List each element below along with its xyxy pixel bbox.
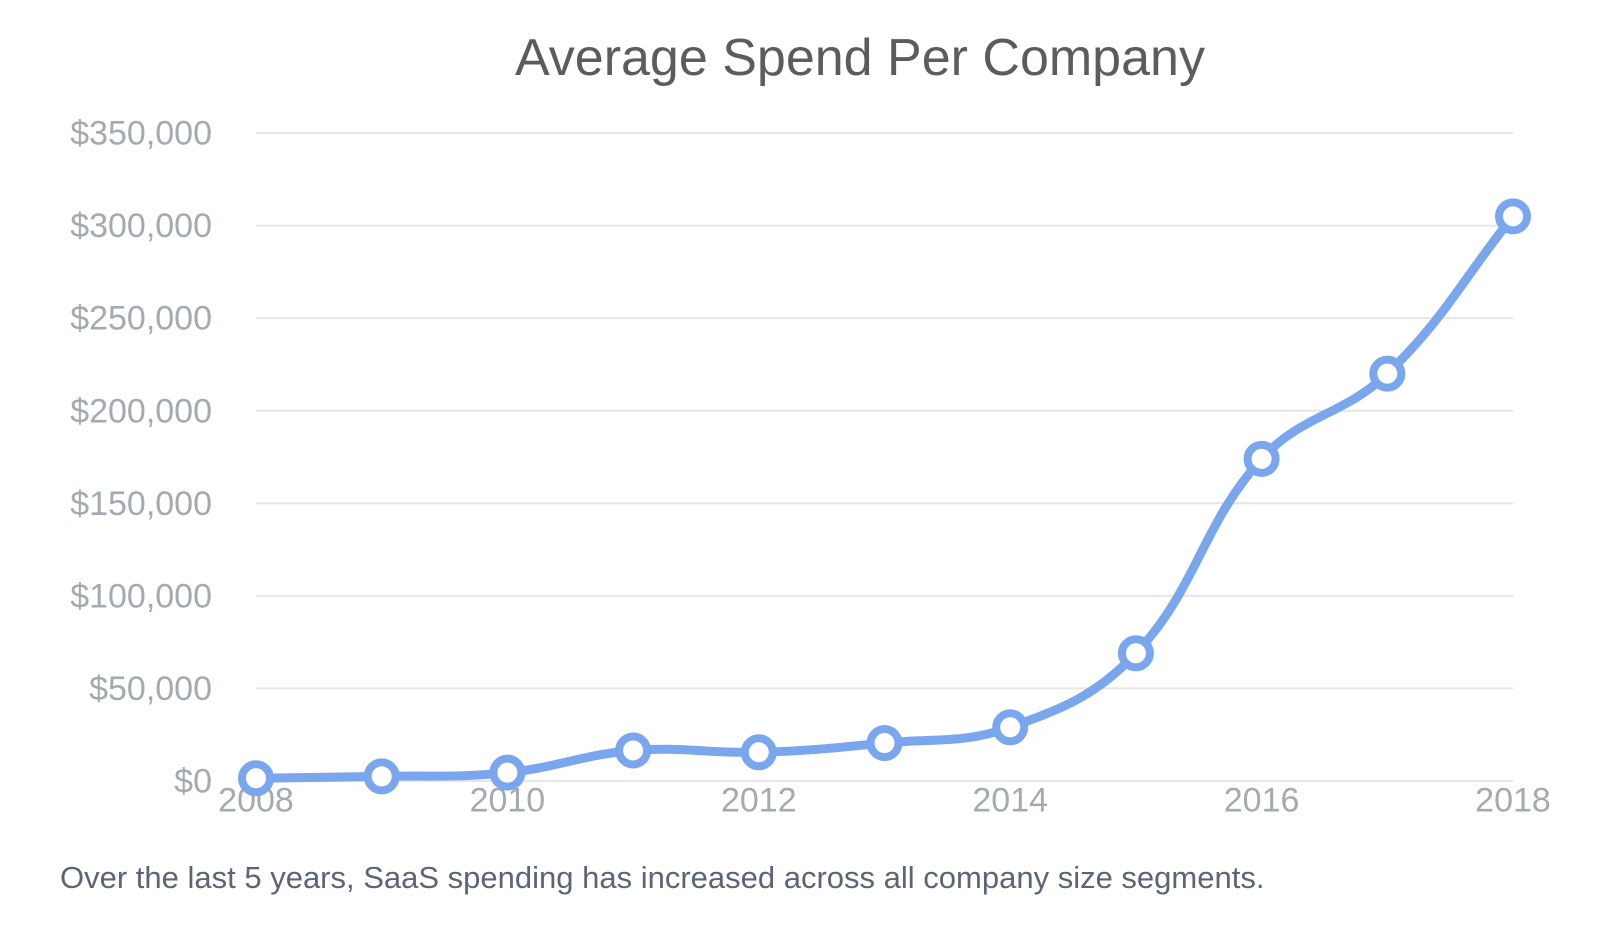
data-point-marker-2016 xyxy=(1243,440,1280,477)
data-point-marker-2012 xyxy=(740,734,777,771)
x-tick-label: 2012 xyxy=(721,782,797,820)
data-point-marker-2010 xyxy=(489,754,526,791)
data-point-marker-2009 xyxy=(363,758,400,795)
data-point-marker-2018 xyxy=(1495,198,1531,235)
data-point-marker-2013 xyxy=(866,725,903,762)
data-point-marker-2014 xyxy=(992,709,1029,746)
data-point-marker-2008 xyxy=(238,760,274,797)
y-tick-label: $150,000 xyxy=(70,485,212,523)
y-tick-label: $200,000 xyxy=(70,392,212,430)
y-tick-label: $100,000 xyxy=(70,577,212,615)
y-tick-label: $300,000 xyxy=(70,207,212,245)
y-tick-label: $0 xyxy=(174,763,212,801)
data-point-marker-2011 xyxy=(615,732,652,769)
x-tick-label: 2018 xyxy=(1475,782,1551,820)
x-tick-label: 2016 xyxy=(1224,782,1300,820)
data-point-marker-2015 xyxy=(1117,635,1154,672)
data-line xyxy=(251,211,1518,783)
data-point-marker-2017 xyxy=(1369,355,1406,392)
x-tick-label: 2014 xyxy=(972,782,1048,820)
chart-caption: Over the last 5 years, SaaS spending has… xyxy=(60,860,1265,895)
y-tick-label: $50,000 xyxy=(89,670,212,708)
y-tick-label: $250,000 xyxy=(70,300,212,338)
chart-title: Average Spend Per Company xyxy=(515,29,1205,87)
y-tick-label: $350,000 xyxy=(70,115,212,153)
